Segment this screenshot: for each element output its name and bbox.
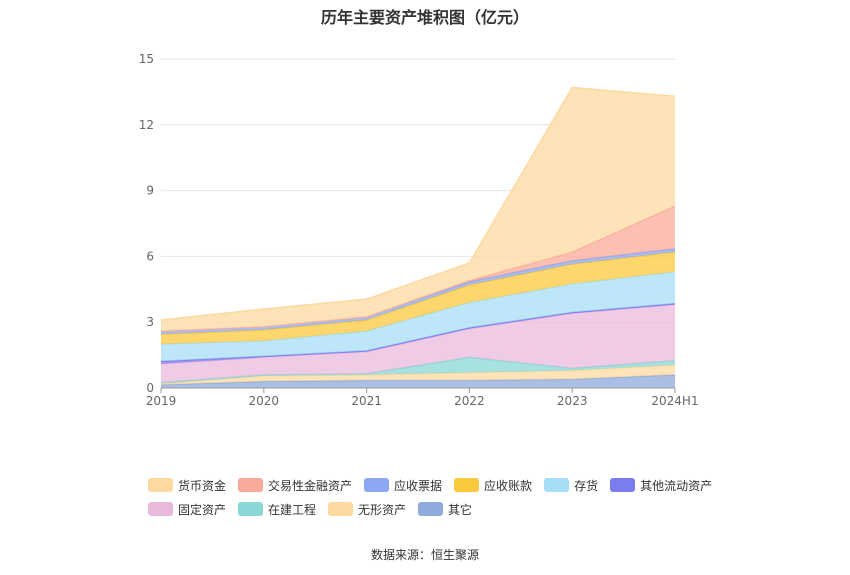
legend-item[interactable]: 存货 <box>544 477 598 494</box>
legend-item[interactable]: 其它 <box>418 501 472 518</box>
y-tick-label: 6 <box>146 249 154 263</box>
chart-title: 历年主要资产堆积图（亿元） <box>320 8 529 27</box>
data-source-note: 数据来源：恒生聚源 <box>370 548 479 562</box>
legend-label: 应收票据 <box>394 478 443 493</box>
x-tick-label: 2022 <box>454 394 485 408</box>
y-tick-label: 9 <box>146 184 154 198</box>
x-tick-label: 2019 <box>146 394 177 408</box>
x-tick-label: 2024H1 <box>651 394 698 408</box>
area-series-2 <box>161 357 675 384</box>
chart-legend: 货币资金 交易性金融资产 应收票据 应收账款 存货 其他流动资产 固定资产 在建工程 无形资产… <box>148 473 728 521</box>
legend-label: 应收账款 <box>484 478 533 493</box>
legend-swatch <box>418 502 444 516</box>
legend-item[interactable]: 在建工程 <box>238 501 316 518</box>
area-series-line-9 <box>160 86 676 321</box>
x-tick-label: 2020 <box>249 394 280 408</box>
legend-swatch <box>238 502 264 516</box>
area-series-6 <box>161 252 675 345</box>
legend-item[interactable]: 固定资产 <box>148 501 226 518</box>
legend-label: 其他流动资产 <box>640 478 713 493</box>
legend-swatch <box>364 478 390 492</box>
legend-item[interactable]: 其他流动资产 <box>610 477 712 494</box>
area-series-3 <box>161 304 675 383</box>
legend-label: 交易性金融资产 <box>268 478 353 493</box>
legend-label: 货币资金 <box>178 478 227 493</box>
legend-item[interactable]: 应收票据 <box>364 477 442 494</box>
y-tick-label: 15 <box>139 52 154 66</box>
legend-swatch <box>328 502 354 516</box>
y-tick-label: 3 <box>146 315 154 329</box>
legend-swatch <box>238 478 264 492</box>
x-tick-label: 2023 <box>557 394 588 408</box>
legend-swatch <box>610 478 636 492</box>
legend-swatch <box>148 478 173 492</box>
legend-item[interactable]: 无形资产 <box>328 501 406 518</box>
legend-item[interactable]: 应收账款 <box>454 477 532 494</box>
legend-row-1: 货币资金 交易性金融资产 应收票据 应收账款 存货 其他流动资产 <box>148 473 728 497</box>
legend-swatch <box>148 502 173 516</box>
legend-label: 其它 <box>448 502 473 517</box>
legend-label: 在建工程 <box>268 502 317 517</box>
area-series-9 <box>161 87 675 331</box>
legend-label: 存货 <box>574 478 599 493</box>
legend-label: 固定资产 <box>178 502 227 517</box>
y-tick-label: 0 <box>146 381 154 395</box>
y-tick-label: 12 <box>139 118 154 132</box>
legend-swatch <box>454 478 480 492</box>
legend-item[interactable]: 货币资金 <box>148 477 226 494</box>
legend-swatch <box>544 478 570 492</box>
legend-label: 无形资产 <box>358 502 407 517</box>
area-series-0 <box>161 374 675 388</box>
area-series-7 <box>161 248 675 335</box>
legend-item[interactable]: 交易性金融资产 <box>238 477 352 494</box>
legend-row-2: 固定资产 在建工程 无形资产 其它 <box>148 497 728 521</box>
x-tick-label: 2021 <box>351 394 382 408</box>
area-series-1 <box>161 364 675 385</box>
